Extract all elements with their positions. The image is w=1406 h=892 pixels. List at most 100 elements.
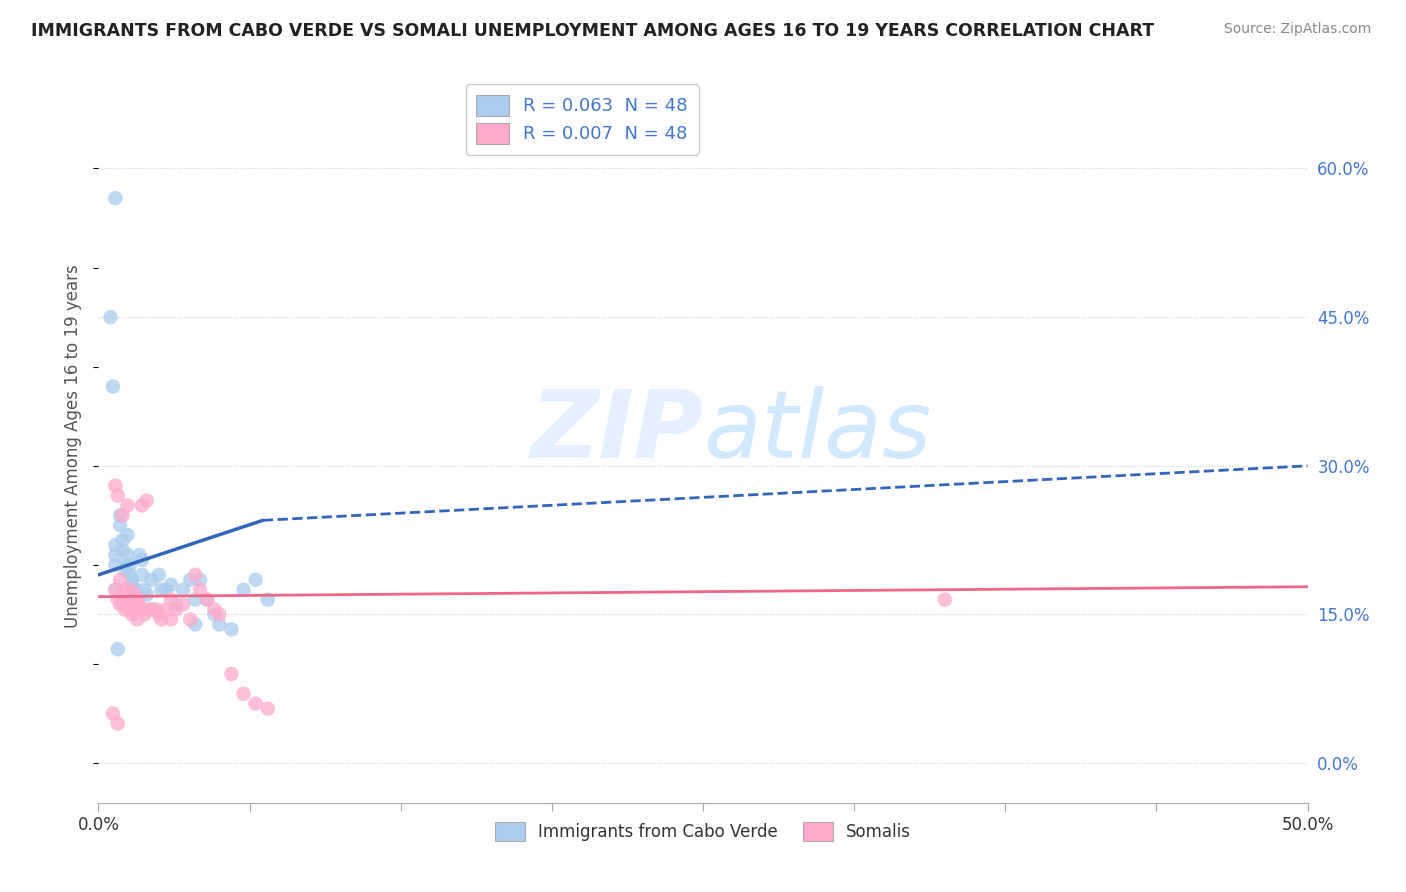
Point <box>117 499 139 513</box>
Point <box>172 598 194 612</box>
Point <box>104 558 127 572</box>
Y-axis label: Unemployment Among Ages 16 to 19 years: Unemployment Among Ages 16 to 19 years <box>65 264 83 628</box>
Point <box>141 602 163 616</box>
Point <box>117 592 139 607</box>
Point <box>118 567 141 582</box>
Point <box>188 582 211 597</box>
Point <box>104 191 127 205</box>
Point <box>143 602 166 616</box>
Point <box>245 573 267 587</box>
Point <box>195 592 218 607</box>
Point <box>108 508 131 523</box>
Point <box>160 612 183 626</box>
Point <box>135 588 157 602</box>
Point <box>117 548 139 562</box>
Point <box>256 701 278 715</box>
Point <box>124 588 146 602</box>
Point <box>114 582 136 597</box>
Point <box>134 582 156 597</box>
Point <box>160 592 183 607</box>
Point <box>150 582 173 597</box>
Point <box>179 573 201 587</box>
Point <box>104 582 127 597</box>
Point <box>114 602 136 616</box>
Point <box>107 489 129 503</box>
Point <box>256 592 278 607</box>
Point <box>232 687 254 701</box>
Point <box>208 617 231 632</box>
Point <box>165 598 187 612</box>
Point <box>934 592 956 607</box>
Point <box>111 533 134 548</box>
Point <box>111 508 134 523</box>
Point <box>117 528 139 542</box>
Point <box>145 602 167 616</box>
Point <box>128 548 150 562</box>
Point <box>127 592 149 607</box>
Point <box>134 607 156 622</box>
Point <box>184 617 207 632</box>
Point <box>172 582 194 597</box>
Point <box>184 592 207 607</box>
Point <box>107 642 129 657</box>
Point <box>232 582 254 597</box>
Point <box>179 612 201 626</box>
Point <box>108 598 131 612</box>
Point <box>124 582 146 597</box>
Point <box>118 558 141 572</box>
Point <box>127 592 149 607</box>
Point <box>131 499 153 513</box>
Point <box>124 588 146 602</box>
Point <box>148 607 170 622</box>
Text: IMMIGRANTS FROM CABO VERDE VS SOMALI UNEMPLOYMENT AMONG AGES 16 TO 19 YEARS CORR: IMMIGRANTS FROM CABO VERDE VS SOMALI UNE… <box>31 22 1154 40</box>
Point <box>104 548 127 562</box>
Point <box>208 607 231 622</box>
Point <box>101 706 124 721</box>
Point <box>135 493 157 508</box>
Point <box>111 543 134 558</box>
Point <box>121 592 143 607</box>
Point <box>131 567 153 582</box>
Point <box>141 573 163 587</box>
Point <box>118 582 141 597</box>
Point <box>121 573 143 587</box>
Point <box>131 602 153 616</box>
Point <box>101 379 124 393</box>
Point <box>138 602 160 616</box>
Point <box>108 518 131 533</box>
Point <box>184 567 207 582</box>
Point <box>155 582 177 597</box>
Point <box>108 573 131 587</box>
Point <box>111 588 134 602</box>
Point <box>104 538 127 552</box>
Text: atlas: atlas <box>703 386 931 477</box>
Point <box>204 602 226 616</box>
Point <box>128 598 150 612</box>
Point <box>150 612 173 626</box>
Point <box>165 602 187 616</box>
Point <box>160 578 183 592</box>
Point <box>114 558 136 572</box>
Point <box>104 582 127 597</box>
Point <box>121 578 143 592</box>
Legend: Immigrants from Cabo Verde, Somalis: Immigrants from Cabo Verde, Somalis <box>488 815 918 848</box>
Point <box>107 592 129 607</box>
Text: ZIP: ZIP <box>530 385 703 478</box>
Point <box>188 573 211 587</box>
Point <box>131 553 153 567</box>
Point <box>114 563 136 577</box>
Point <box>245 697 267 711</box>
Point <box>195 592 218 607</box>
Text: Source: ZipAtlas.com: Source: ZipAtlas.com <box>1223 22 1371 37</box>
Point <box>221 623 243 637</box>
Point <box>148 567 170 582</box>
Point <box>100 310 122 325</box>
Point <box>127 612 149 626</box>
Point <box>221 667 243 681</box>
Point <box>204 607 226 622</box>
Point <box>118 602 141 616</box>
Point <box>127 598 149 612</box>
Point <box>107 716 129 731</box>
Point <box>104 478 127 492</box>
Point <box>121 607 143 622</box>
